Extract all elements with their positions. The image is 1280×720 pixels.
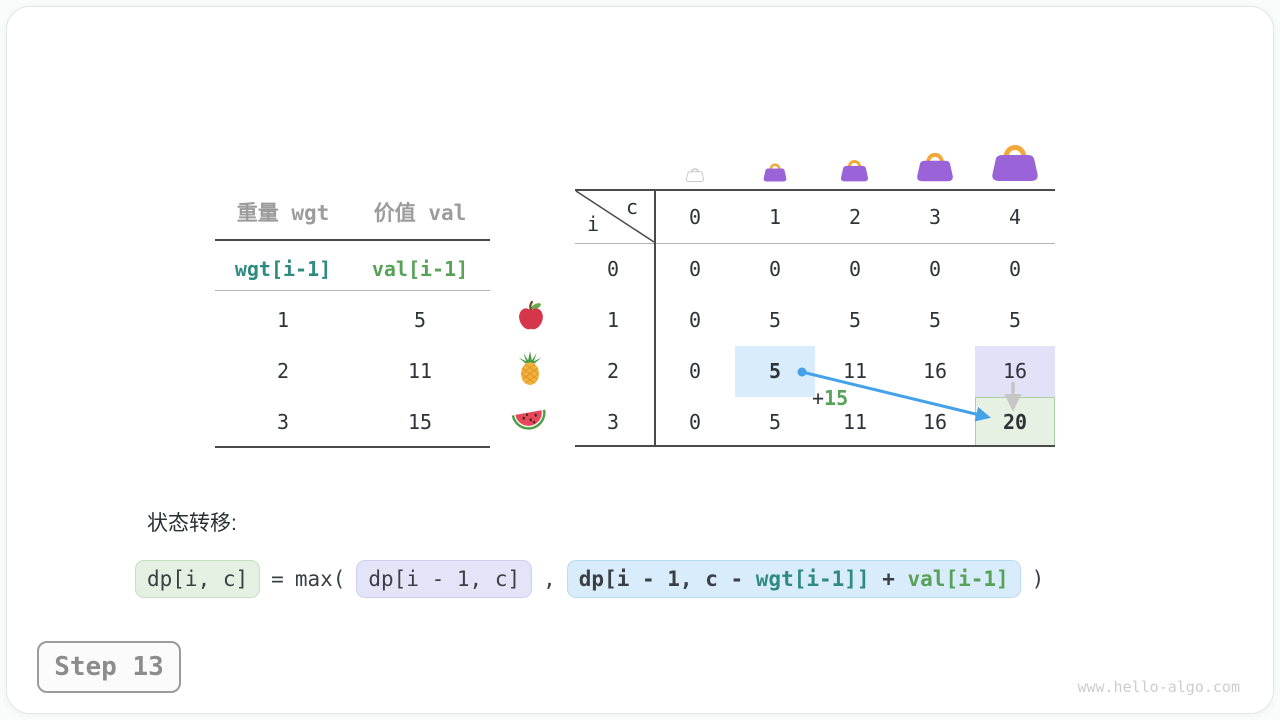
dp-rule-top: [575, 189, 1055, 191]
item-value-2: 11: [407, 359, 433, 383]
item-weight-1: 1: [276, 308, 290, 332]
dp-cell-1-4: 5: [1008, 308, 1022, 332]
dp-cell-1-1: 5: [768, 308, 782, 332]
diagram-card: [6, 6, 1274, 714]
dp-cell-2-2: 11: [842, 359, 868, 383]
dp-cell-1-0: 0: [688, 308, 702, 332]
dp-col-label-2: 2: [848, 205, 862, 229]
item-table-header-value: 价值 val: [373, 201, 467, 225]
plus-value-annotation: +15: [812, 386, 848, 410]
dp-cell-0-2: 0: [848, 257, 862, 281]
item-value-1: 5: [413, 308, 427, 332]
pineapple-icon: [517, 350, 544, 386]
item-value-3: 15: [407, 410, 433, 434]
step-label: Step 13: [54, 652, 164, 682]
dp-row-label-2: 2: [606, 359, 620, 383]
bag-md-icon: [916, 149, 954, 182]
watermark: www.hello-algo.com: [1077, 678, 1240, 696]
item-table-rule-top: [215, 239, 490, 241]
dp-cell-0-3: 0: [928, 257, 942, 281]
dp-row-label-0: 0: [606, 257, 620, 281]
dp-cell-0-1: 0: [768, 257, 782, 281]
dp-cell-2-0: 0: [688, 359, 702, 383]
item-weight-2: 2: [276, 359, 290, 383]
formula-arg2-prefix: dp[i - 1, c -: [578, 567, 756, 591]
dp-cell-3-3: 16: [922, 410, 948, 434]
formula-comma: ,: [543, 567, 556, 591]
formula-lhs: dp[i, c]: [135, 560, 261, 598]
item-table-var-val: val[i-1]: [371, 257, 469, 281]
transition-caption: 状态转移:: [147, 512, 237, 535]
dp-rule-vertical: [654, 189, 656, 447]
dp-cell-3-4-result: 20: [1002, 410, 1028, 434]
bag-ghost-icon: [686, 166, 704, 182]
formula-arg2: dp[i - 1, c - wgt[i-1]] + val[i-1]: [566, 560, 1021, 598]
dp-cell-3-1: 5: [768, 410, 782, 434]
item-table-var-wgt: wgt[i-1]: [234, 257, 332, 281]
formula-arg2-wgt: wgt[i-1]]: [755, 567, 870, 591]
dp-corner-row-var: i: [586, 212, 600, 236]
dp-cell-2-3: 16: [922, 359, 948, 383]
dp-cell-2-1-source: 5: [768, 359, 782, 383]
plus-value: 15: [824, 386, 849, 410]
item-table-rule-mid: [215, 290, 490, 291]
bag-sm-icon: [840, 157, 869, 182]
dp-col-label-3: 3: [928, 205, 942, 229]
dp-cell-2-4-compare: 16: [1002, 359, 1028, 383]
dp-cell-3-2: 11: [842, 410, 868, 434]
formula-arg1: dp[i - 1, c]: [356, 560, 533, 598]
bag-xs-icon: [763, 161, 787, 182]
dp-col-label-1: 1: [768, 205, 782, 229]
formula-arg2-val: val[i-1]: [907, 567, 1009, 591]
dp-cell-1-2: 5: [848, 308, 862, 332]
formula-equals: =: [271, 567, 284, 591]
watermelon-icon: [511, 408, 548, 434]
item-weight-3: 3: [276, 410, 290, 434]
formula-arg2-plus: +: [869, 567, 908, 591]
dp-row-label-1: 1: [606, 308, 620, 332]
dp-corner-col-var: c: [625, 195, 639, 219]
step-badge: Step 13: [37, 641, 181, 693]
dp-cell-0-4: 0: [1008, 257, 1022, 281]
item-table-header-weight: 重量 wgt: [236, 201, 330, 225]
dp-cell-3-0: 0: [688, 410, 702, 434]
transition-formula: dp[i, c] = max( dp[i - 1, c] , dp[i - 1,…: [135, 560, 1044, 598]
bag-lg-icon: [991, 140, 1039, 182]
dp-row-label-3: 3: [606, 410, 620, 434]
dp-col-label-0: 0: [688, 205, 702, 229]
item-table-rule-bottom: [215, 446, 490, 448]
formula-close-paren: ): [1031, 567, 1045, 591]
plus-sign: +: [812, 386, 825, 410]
dp-rule-header: [575, 243, 1055, 244]
dp-cell-1-3: 5: [928, 308, 942, 332]
dp-col-label-4: 4: [1008, 205, 1022, 229]
apple-icon: [516, 301, 546, 333]
dp-cell-0-0: 0: [688, 257, 702, 281]
formula-max-open: max(: [294, 567, 346, 591]
dp-rule-bottom: [575, 445, 1055, 447]
